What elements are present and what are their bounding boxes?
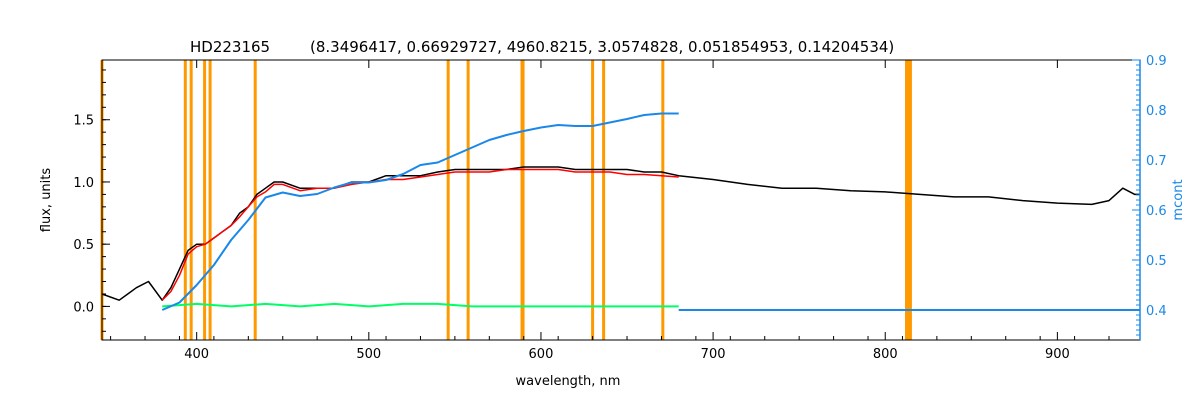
series-model-line xyxy=(161,168,679,301)
x-tick-label: 800 xyxy=(873,347,898,362)
series-continuum-line xyxy=(161,112,679,311)
series-residual-line xyxy=(162,302,679,308)
chart-title: HD223165 xyxy=(190,38,270,56)
chart-subtitle: (8.3496417, 0.66929727, 4960.8215, 3.057… xyxy=(310,38,894,56)
y-right-tick-label: 0.9 xyxy=(1146,54,1167,69)
y-right-tick-label: 0.8 xyxy=(1146,104,1167,119)
y-tick-label: 0.5 xyxy=(73,238,94,253)
mask-layer xyxy=(100,60,912,340)
y-right-tick-label: 0.5 xyxy=(1146,254,1167,269)
mask-band xyxy=(905,60,912,340)
plot-frame xyxy=(101,59,1141,341)
y-right-tick-label: 0.4 xyxy=(1146,304,1167,319)
x-axis-label: wavelength, nm xyxy=(516,374,621,389)
y-right-tick-label: 0.7 xyxy=(1146,154,1167,169)
series-layer xyxy=(101,112,1140,311)
y-axis-label-left: flux, units xyxy=(39,168,54,233)
y-tick-label: 1.5 xyxy=(73,114,94,129)
y-axis-label-right: mcont xyxy=(1171,179,1186,220)
x-tick-label: 400 xyxy=(184,347,209,362)
x-tick-label: 600 xyxy=(529,347,554,362)
y-right-tick-label: 0.6 xyxy=(1146,204,1167,219)
y-tick-label: 0.0 xyxy=(73,300,94,315)
x-tick-label: 700 xyxy=(701,347,726,362)
axis-layer: 400 500 600 700 800 900 0.0 0.5 1.0 1.5 0.4 0.5 0.6 0… xyxy=(73,54,1166,362)
series-observed-line xyxy=(101,166,1140,301)
y-tick-label: 1.0 xyxy=(73,176,94,191)
x-tick-label: 500 xyxy=(356,347,381,362)
x-tick-label: 900 xyxy=(1045,347,1070,362)
